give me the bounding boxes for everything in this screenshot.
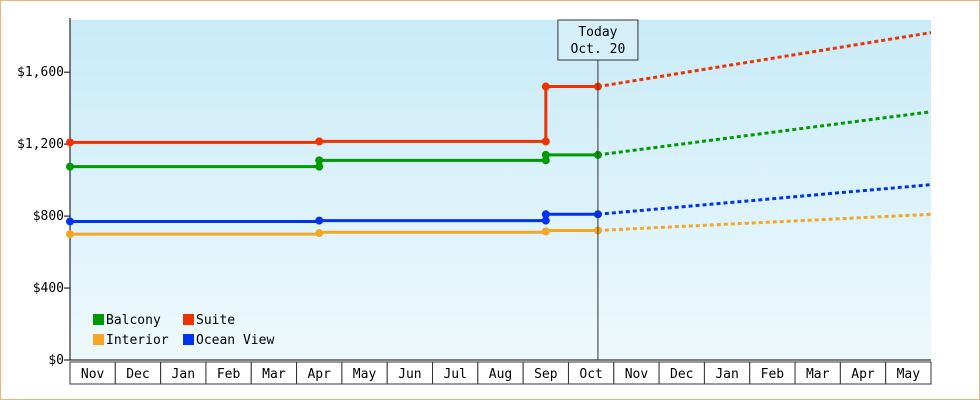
- x-tick-label: Dec: [126, 367, 149, 382]
- series-suite-point: [66, 138, 74, 147]
- series-balcony-point: [315, 156, 324, 165]
- legend-swatch-ocean-view: [183, 334, 194, 345]
- plot-background: [70, 20, 931, 360]
- series-interior-point: [66, 230, 74, 239]
- x-tick-label: May: [353, 367, 377, 382]
- series-suite-forecast: [597, 31, 932, 89]
- today-box: [557, 19, 639, 61]
- series-ocean-view-point: [541, 216, 550, 225]
- axes: $0 $400 $800 $1,200 $1,600 Nov Dec Jan Feb Mar Apr…: [17, 18, 932, 385]
- y-tick-label: $1,200: [17, 137, 64, 152]
- today-marker: Today Oct. 20: [557, 19, 639, 360]
- legend-swatch-suite: [183, 314, 194, 325]
- legend-label-interior: Interior: [106, 333, 169, 348]
- x-tick-label: Aug: [489, 367, 512, 382]
- legend-label-ocean-view: Ocean View: [196, 333, 274, 348]
- x-tick-label: May: [897, 367, 921, 382]
- legend-swatch-balcony: [93, 314, 104, 325]
- series-ocean-view-point: [315, 216, 324, 225]
- series-balcony-point: [541, 150, 550, 159]
- x-tick-label: Apr: [851, 367, 875, 382]
- y-tick-label: $800: [33, 209, 64, 224]
- series-balcony-line: [70, 153, 598, 169]
- x-tick-label: Jul: [443, 367, 466, 382]
- series-balcony-point: [66, 162, 74, 171]
- series-ocean-view-point: [541, 210, 550, 219]
- legend-label-suite: Suite: [196, 313, 235, 328]
- series-suite-point: [541, 137, 550, 146]
- series-suite-point: [541, 82, 550, 91]
- y-tick-label: $0: [48, 353, 64, 368]
- x-tick-box: [885, 361, 932, 385]
- y-tick-label: $400: [33, 281, 64, 296]
- today-label: Today: [578, 25, 617, 40]
- legend: Balcony Suite Interior Ocean View: [93, 313, 274, 348]
- series-interior-line: [70, 228, 598, 236]
- x-tick-label: Nov: [81, 367, 105, 382]
- x-tick-label: Feb: [217, 367, 241, 382]
- legend-label-balcony: Balcony: [106, 313, 161, 328]
- legend-swatch-interior: [93, 334, 104, 345]
- x-tick-label: Dec: [670, 367, 693, 382]
- series-ocean-view-line: [70, 212, 598, 223]
- series-balcony-point: [315, 162, 324, 171]
- x-tick-label: Mar: [806, 367, 830, 382]
- x-tick-label: Jan: [715, 367, 738, 382]
- series-interior-point: [541, 227, 550, 236]
- x-tick-label: Jan: [172, 367, 195, 382]
- series-suite-line: [70, 85, 598, 144]
- series-layer: [66, 31, 932, 239]
- x-tick-label: Jun: [398, 367, 421, 382]
- series-interior-point: [315, 229, 324, 238]
- x-tick-label: Apr: [307, 367, 331, 382]
- x-tick-label: Sep: [534, 367, 558, 382]
- series-suite-point: [315, 137, 324, 146]
- series-ocean-view-point: [66, 217, 74, 226]
- today-date: Oct. 20: [571, 42, 626, 57]
- y-tick-label: $1,600: [17, 65, 64, 80]
- x-tick-label: Nov: [625, 367, 649, 382]
- x-tick-label: Mar: [262, 367, 286, 382]
- x-tick-label: Oct: [579, 367, 602, 382]
- x-tick-label: Feb: [761, 367, 785, 382]
